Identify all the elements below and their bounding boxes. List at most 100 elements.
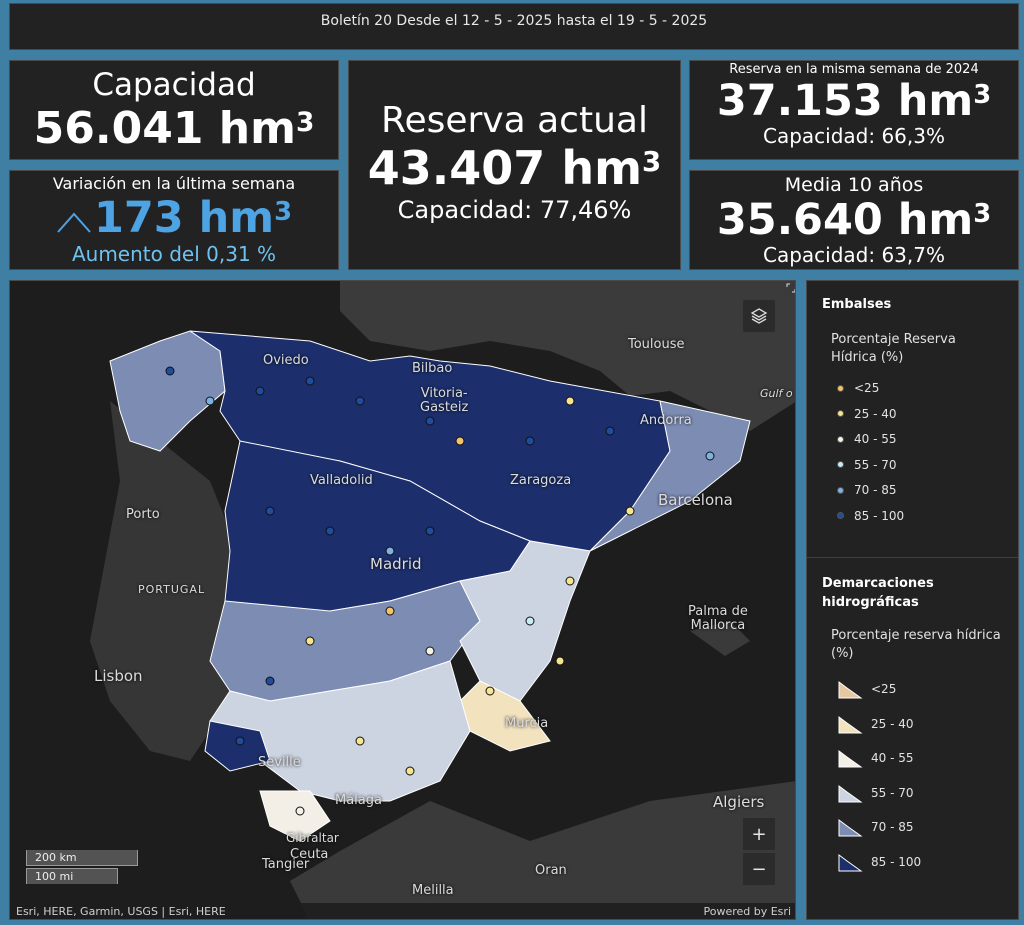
- mallorca-land: [690, 621, 750, 656]
- label-oviedo: Oviedo: [263, 353, 309, 368]
- capacity-value: 56.041 hm3: [33, 103, 315, 154]
- legend-dem-title: Demarcaciones hidrográficas: [822, 576, 934, 610]
- last-year-card: Reserva en la misma semana de 2024 37.15…: [689, 60, 1019, 160]
- legend-embalse-item: <25: [837, 381, 879, 395]
- scale-km: 200 km: [26, 850, 138, 866]
- variation-label: Variación en la última semana: [52, 174, 296, 193]
- guadalete-demarcation[interactable]: [259, 790, 331, 842]
- label-gibraltar: Gibraltar: [286, 831, 339, 845]
- layers-icon: [750, 308, 768, 324]
- legend-embalse-item: 70 - 85: [837, 483, 897, 497]
- legend-demarcacion-label: <25: [871, 682, 897, 696]
- demarcation-swatch-icon: [838, 750, 863, 768]
- legend-embalse-item: 40 - 55: [837, 432, 897, 446]
- capacity-card: Capacidad 56.041 hm3: [9, 60, 339, 160]
- arrow-up-icon: [57, 211, 91, 233]
- reservoir-map[interactable]: Oviedo Bilbao Vitoria- Gasteiz Toulouse …: [9, 280, 796, 920]
- avg10-sub: Capacidad: 63,7%: [762, 243, 945, 267]
- reservoir-dot-icon: [837, 384, 844, 392]
- label-murcia: Murcia: [505, 716, 549, 731]
- demarcation-swatch-icon: [838, 819, 863, 837]
- tinto-odiel-demarcation[interactable]: [204, 720, 271, 772]
- reservoir-dot-icon: [837, 435, 844, 443]
- attribution-text[interactable]: Esri, HERE, Garmin, USGS | Esri, HERE: [16, 905, 226, 918]
- avg10-card: Media 10 años 35.640 hm3 Capacidad: 63,7…: [689, 170, 1019, 270]
- legend-demarcacion-item: 85 - 100: [837, 851, 921, 873]
- label-bilbao: Bilbao: [412, 361, 453, 376]
- reservoir-dots[interactable]: [165, 366, 715, 816]
- bulletin-header: Boletín 20 Desde el 12 - 5 - 2025 hasta …: [9, 3, 1019, 50]
- current-sub: Capacidad: 77,46%: [397, 196, 632, 224]
- map-canvas[interactable]: [10, 281, 796, 920]
- zoom-out-button[interactable]: −: [742, 852, 776, 886]
- legend-embalse-label: 70 - 85: [854, 483, 897, 497]
- legend-demarcacion-item: 25 - 40: [837, 713, 914, 735]
- capacity-label: Capacidad: [92, 67, 256, 103]
- demarcation-swatch-icon: [838, 784, 863, 803]
- scale-mi: 100 mi: [26, 868, 118, 884]
- north-africa-land: [290, 781, 795, 919]
- legend-demarcacion-label: 85 - 100: [871, 855, 922, 869]
- legend-demarcacion-item: 40 - 55: [837, 747, 914, 769]
- last-year-label: Reserva en la misma semana de 2024: [729, 62, 979, 77]
- legend-embalses-sub: Porcentaje Reserva Hídrica (%): [831, 332, 956, 365]
- legend-demarcacion-label: 40 - 55: [871, 751, 914, 766]
- label-toulouse: Toulouse: [628, 337, 685, 352]
- demarcation-swatch-icon: [838, 854, 863, 872]
- legend-embalse-label: <25: [854, 381, 880, 395]
- attribution-bar: Esri, HERE, Garmin, USGS | Esri, HERE Po…: [10, 903, 795, 919]
- reservoir-dot-icon: [837, 461, 844, 468]
- variation-sub: Aumento del 0,31 %: [71, 242, 277, 266]
- powered-by[interactable]: Powered by Esri: [703, 905, 791, 918]
- label-porto: Porto: [126, 507, 160, 522]
- label-barcelona: Barcelona: [658, 491, 733, 509]
- france-land: [340, 281, 795, 431]
- label-malaga: Málaga: [335, 793, 382, 808]
- legend-demarcacion-item: 70 - 85: [837, 816, 914, 838]
- legend-embalse-label: 55 - 70: [854, 457, 897, 472]
- legend-demarcacion-label: 70 - 85: [871, 820, 914, 835]
- label-valladolid: Valladolid: [310, 473, 373, 488]
- current-label: Reserva actual: [381, 100, 648, 141]
- legend-embalse-item: 55 - 70: [837, 458, 897, 472]
- legend-embalse-label: 40 - 55: [854, 432, 897, 446]
- legend-divider: [807, 557, 1018, 558]
- label-madrid: Madrid: [370, 555, 422, 573]
- expand-icon: [786, 283, 795, 293]
- last-year-sub: Capacidad: 66,3%: [762, 124, 945, 148]
- zoom-in-button[interactable]: +: [742, 817, 776, 851]
- label-seville: Seville: [258, 755, 301, 770]
- legend-demarcacion-item: <25: [837, 678, 896, 700]
- legend-embalses-title: Embalses: [822, 297, 892, 312]
- avg10-label: Media 10 años: [784, 174, 924, 196]
- label-lisbon: Lisbon: [94, 667, 143, 685]
- label-vitoria: Vitoria- Gasteiz: [420, 386, 469, 415]
- current-value: 43.407 hm3: [367, 141, 662, 195]
- reservoir-dot-icon: [837, 512, 844, 519]
- label-melilla: Melilla: [412, 883, 454, 898]
- expand-button[interactable]: [785, 281, 795, 295]
- legend-embalse-label: 25 - 40: [854, 406, 897, 421]
- label-gulf: Gulf o: [760, 387, 793, 400]
- map-legend: Embalses Porcentaje Reserva Hídrica (%) …: [806, 280, 1019, 920]
- current-reserve-card: Reserva actual 43.407 hm3 Capacidad: 77,…: [348, 60, 681, 270]
- legend-demarcacion-label: 25 - 40: [871, 716, 914, 731]
- reservoir-dot-icon: [837, 410, 844, 417]
- demarcation-swatch-icon: [838, 681, 863, 699]
- label-tangier: Tangier: [262, 857, 310, 872]
- legend-embalse-item: 85 - 100: [837, 509, 904, 523]
- demarcation-swatch-icon: [838, 715, 863, 734]
- portugal-land: [90, 401, 250, 761]
- label-palma: Palma de Mallorca: [688, 604, 748, 633]
- reservoir-dot-icon: [837, 486, 844, 494]
- avg10-value: 35.640 hm3: [716, 195, 992, 245]
- bulletin-title: Boletín 20 Desde el 12 - 5 - 2025 hasta …: [320, 13, 708, 29]
- label-algiers: Algiers: [713, 793, 765, 811]
- legend-embalse-label: 85 - 100: [854, 508, 905, 523]
- layers-button[interactable]: [742, 299, 776, 333]
- label-andorra: Andorra: [640, 413, 692, 428]
- label-oran: Oran: [535, 863, 567, 878]
- galicia-demarcation[interactable]: [109, 330, 226, 452]
- legend-demarcacion-label: 55 - 70: [871, 785, 914, 800]
- legend-embalse-item: 25 - 40: [837, 407, 897, 421]
